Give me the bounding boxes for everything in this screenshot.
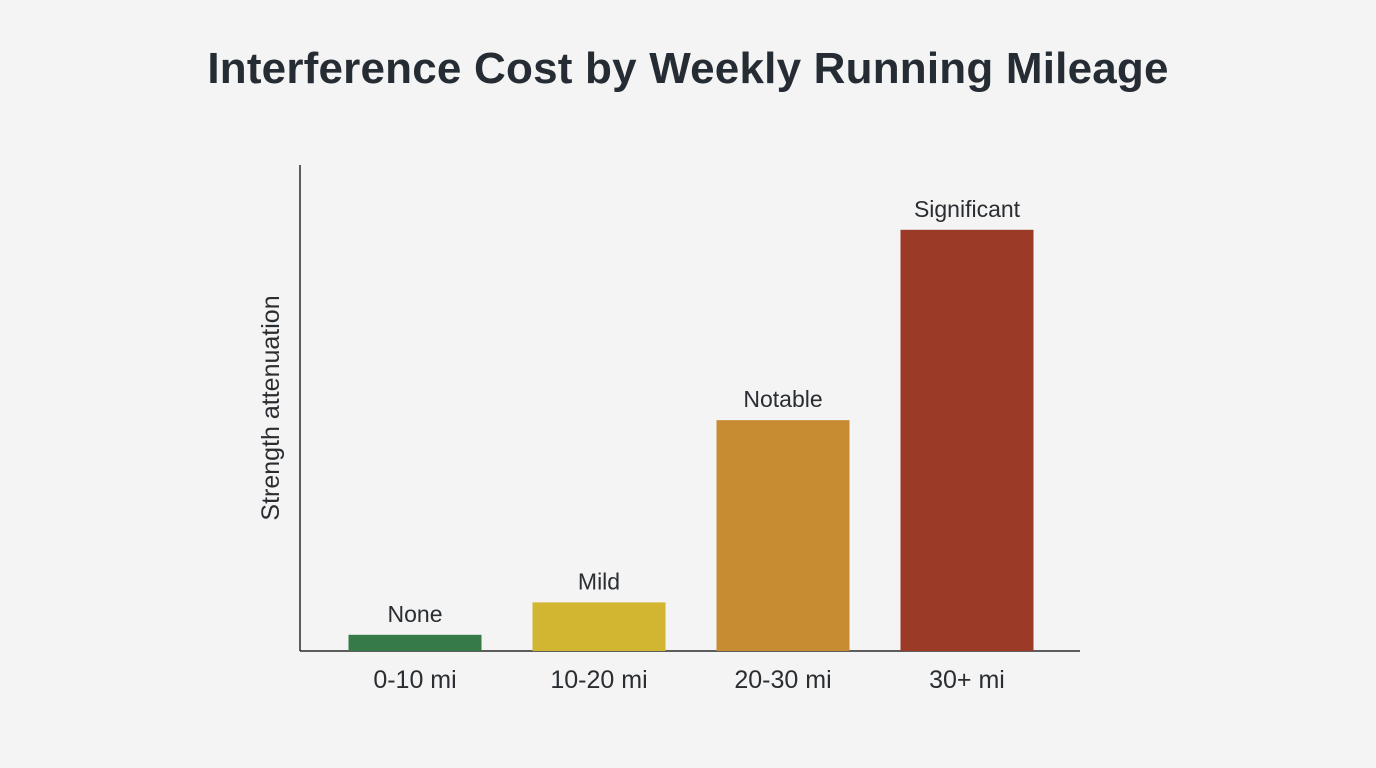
bar-3 bbox=[716, 420, 850, 651]
bar-data-label: Significant bbox=[914, 196, 1021, 222]
bar-2 bbox=[532, 602, 666, 651]
chart-title: Interference Cost by Weekly Running Mile… bbox=[207, 44, 1169, 93]
x-tick-label: 30+ mi bbox=[929, 666, 1005, 694]
bars-group: None 0-10 mi Mild 10-20 mi Notable 20-30 mi Si… bbox=[348, 196, 1034, 694]
x-tick-label: 20-30 mi bbox=[734, 666, 831, 694]
bar-data-label: Notable bbox=[743, 386, 822, 412]
bar-data-label: None bbox=[388, 601, 443, 627]
y-axis-label: Strength attenuation bbox=[257, 295, 285, 520]
bar-4 bbox=[900, 229, 1034, 652]
bar-data-label: Mild bbox=[578, 568, 620, 594]
x-tick-label: 10-20 mi bbox=[550, 666, 647, 694]
x-tick-label: 0-10 mi bbox=[373, 666, 456, 694]
bar-1 bbox=[348, 634, 482, 651]
